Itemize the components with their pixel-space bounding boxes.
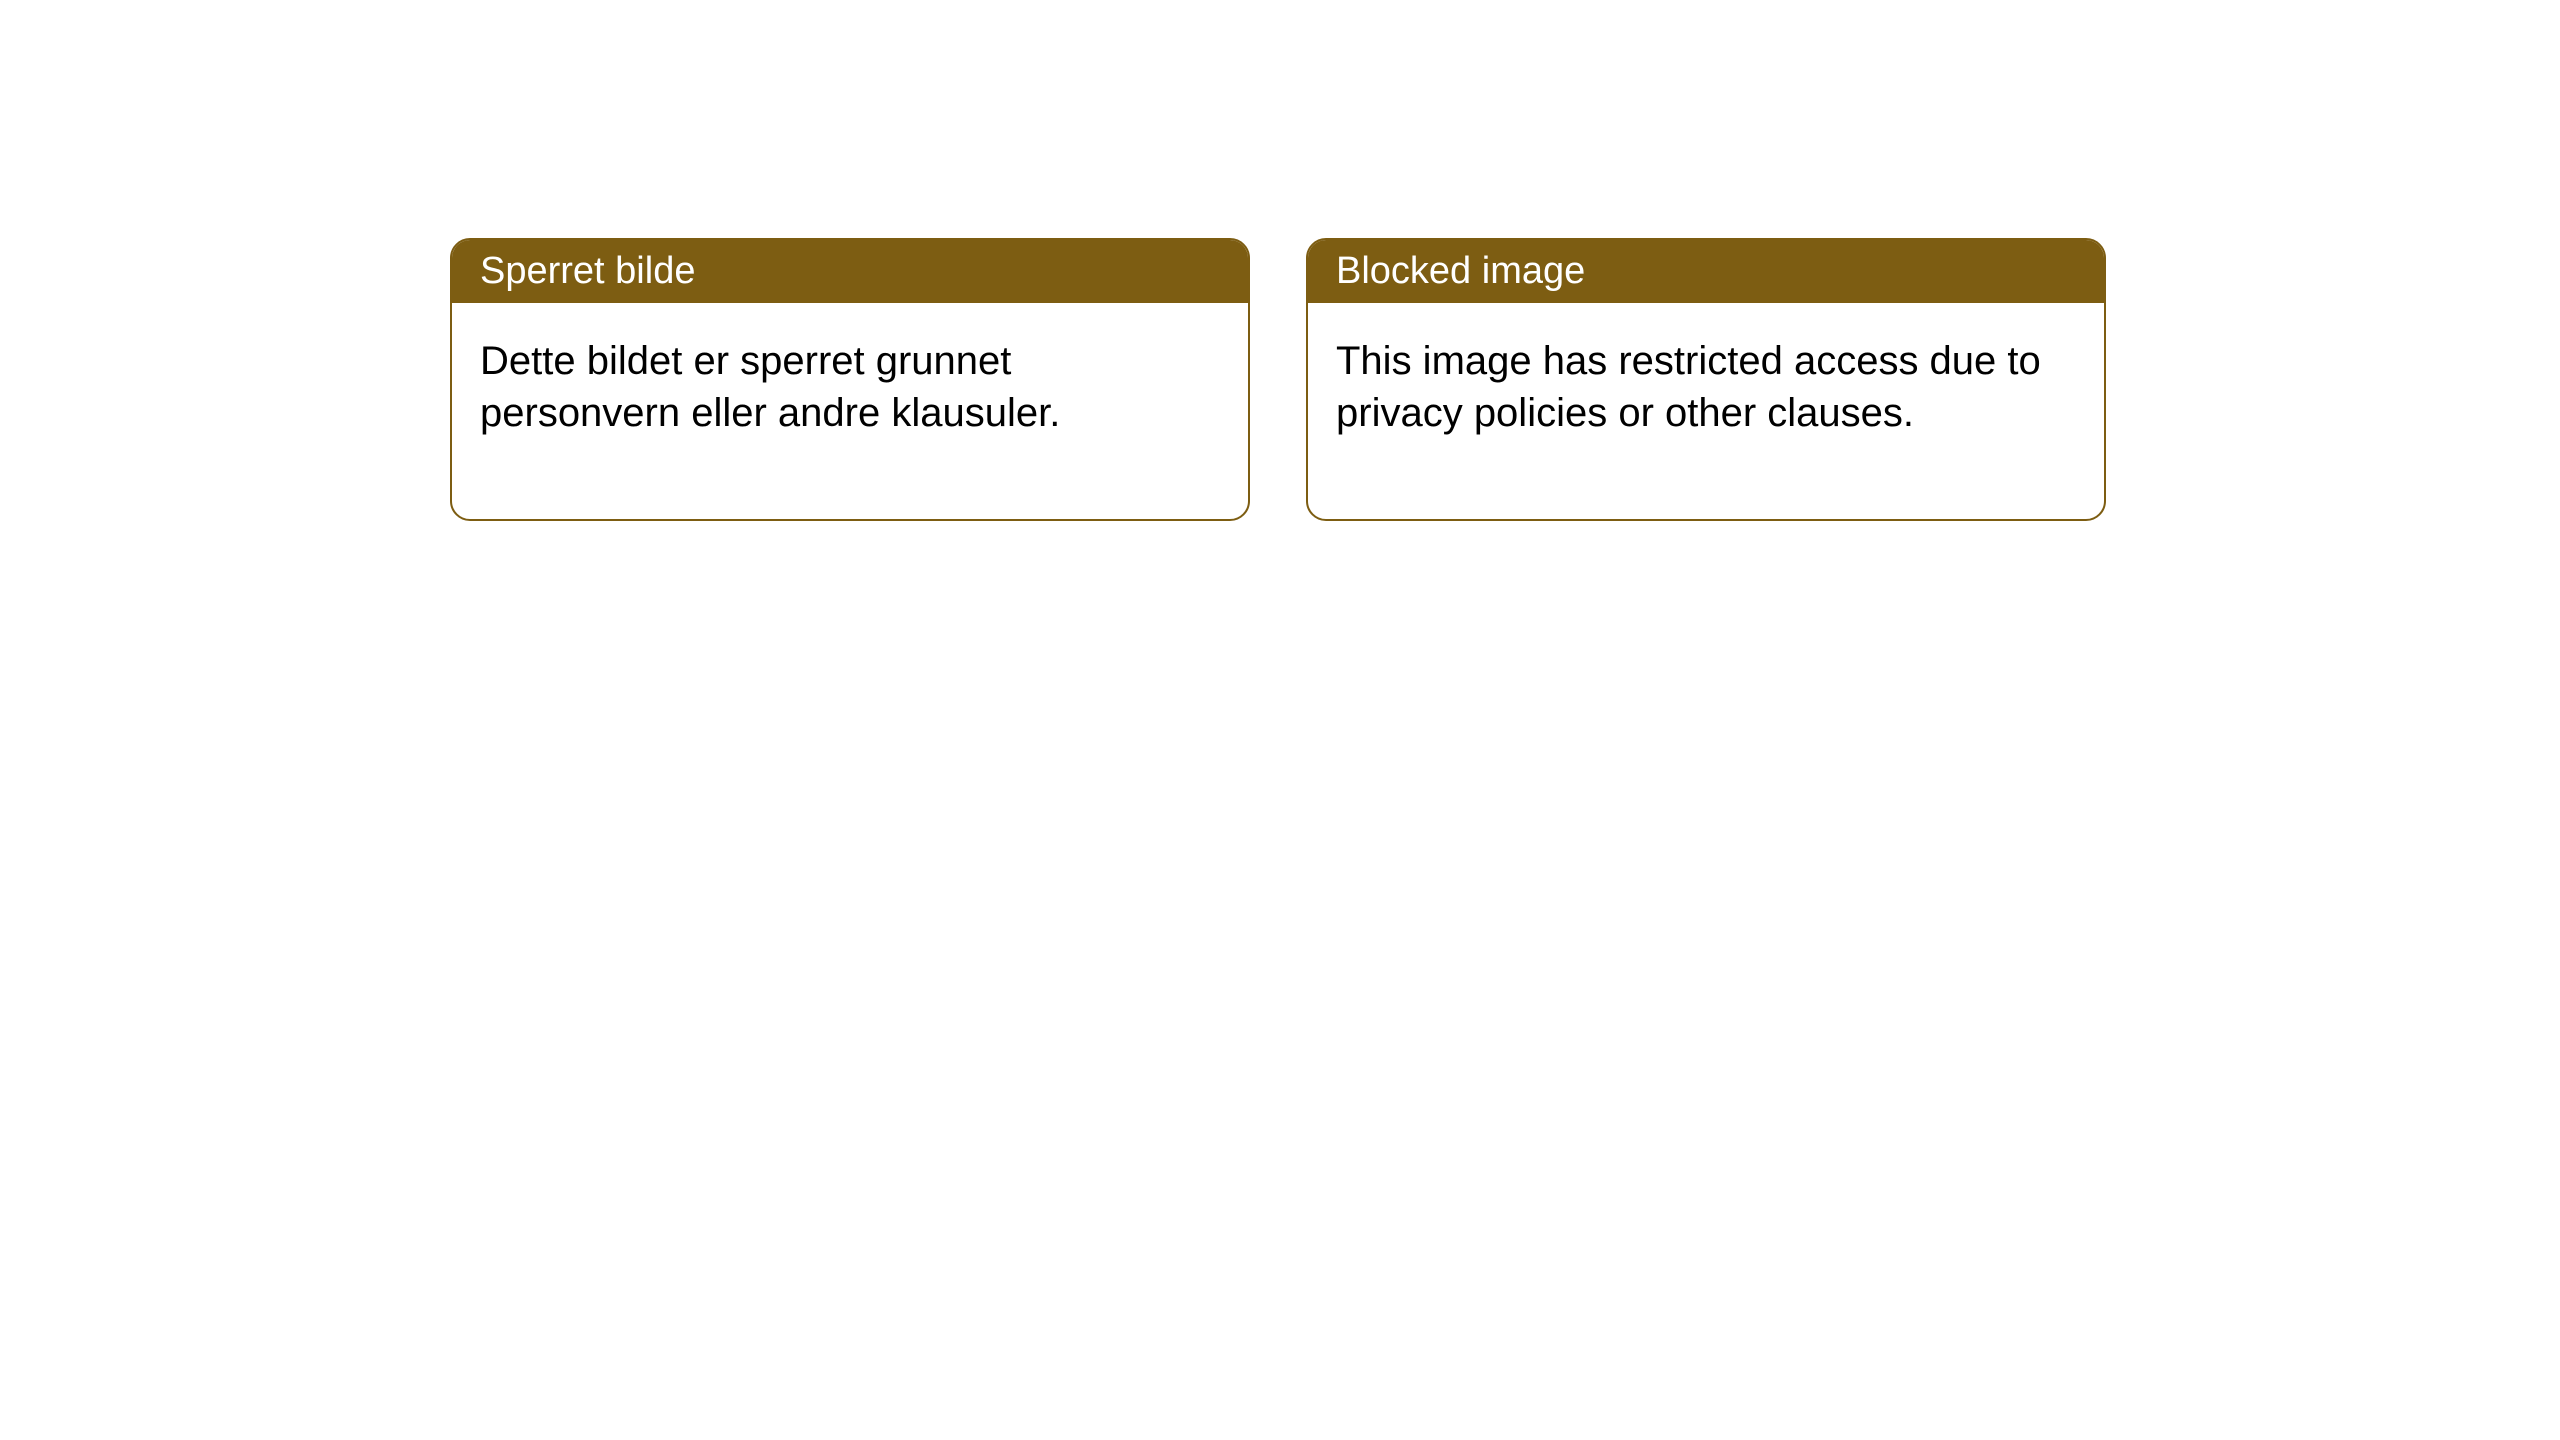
card-body-text: Dette bildet er sperret grunnet personve… — [480, 339, 1060, 435]
notice-card-english: Blocked image This image has restricted … — [1306, 238, 2106, 521]
card-title: Sperret bilde — [480, 250, 695, 292]
notice-container: Sperret bilde Dette bildet er sperret gr… — [450, 238, 2106, 521]
notice-card-norwegian: Sperret bilde Dette bildet er sperret gr… — [450, 238, 1250, 521]
card-title: Blocked image — [1336, 250, 1585, 292]
card-body-text: This image has restricted access due to … — [1336, 339, 2041, 435]
card-body: Dette bildet er sperret grunnet personve… — [452, 303, 1248, 519]
card-header: Blocked image — [1308, 240, 2104, 303]
card-header: Sperret bilde — [452, 240, 1248, 303]
card-body: This image has restricted access due to … — [1308, 303, 2104, 519]
